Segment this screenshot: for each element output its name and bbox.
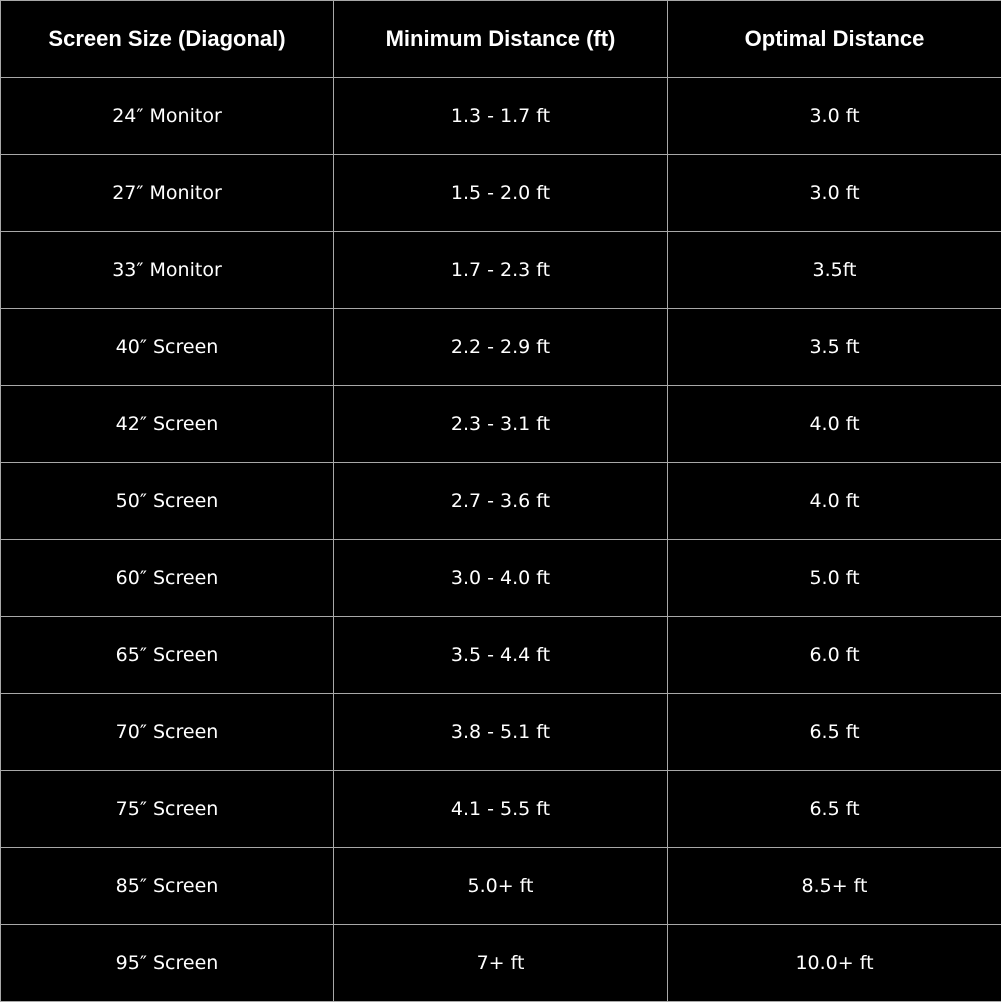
cell-screen-size: 42″ Screen — [1, 386, 334, 463]
cell-minimum-distance: 2.2 - 2.9 ft — [334, 309, 668, 386]
cell-optimal-distance: 6.5 ft — [668, 771, 1001, 848]
cell-minimum-distance: 3.8 - 5.1 ft — [334, 694, 668, 771]
header-minimum-distance: Minimum Distance (ft) — [334, 1, 668, 78]
cell-screen-size: 40″ Screen — [1, 309, 334, 386]
cell-optimal-distance: 4.0 ft — [668, 463, 1001, 540]
cell-screen-size: 65″ Screen — [1, 617, 334, 694]
cell-screen-size: 24″ Monitor — [1, 78, 334, 155]
cell-optimal-distance: 3.0 ft — [668, 78, 1001, 155]
header-optimal-distance: Optimal Distance — [668, 1, 1001, 78]
cell-optimal-distance: 3.5ft — [668, 232, 1001, 309]
cell-minimum-distance: 1.7 - 2.3 ft — [334, 232, 668, 309]
cell-screen-size: 33″ Monitor — [1, 232, 334, 309]
cell-minimum-distance: 3.0 - 4.0 ft — [334, 540, 668, 617]
cell-minimum-distance: 1.3 - 1.7 ft — [334, 78, 668, 155]
cell-optimal-distance: 6.5 ft — [668, 694, 1001, 771]
cell-optimal-distance: 5.0 ft — [668, 540, 1001, 617]
cell-minimum-distance: 2.7 - 3.6 ft — [334, 463, 668, 540]
cell-screen-size: 75″ Screen — [1, 771, 334, 848]
cell-minimum-distance: 4.1 - 5.5 ft — [334, 771, 668, 848]
cell-minimum-distance: 7+ ft — [334, 925, 668, 1002]
cell-optimal-distance: 8.5+ ft — [668, 848, 1001, 925]
header-row: Screen Size (Diagonal) Minimum Distance … — [1, 1, 1001, 78]
cell-screen-size: 50″ Screen — [1, 463, 334, 540]
cell-optimal-distance: 3.0 ft — [668, 155, 1001, 232]
cell-screen-size: 85″ Screen — [1, 848, 334, 925]
cell-minimum-distance: 1.5 - 2.0 ft — [334, 155, 668, 232]
cell-screen-size: 95″ Screen — [1, 925, 334, 1002]
cell-minimum-distance: 2.3 - 3.1 ft — [334, 386, 668, 463]
cell-screen-size: 27″ Monitor — [1, 155, 334, 232]
cell-optimal-distance: 6.0 ft — [668, 617, 1001, 694]
cell-minimum-distance: 3.5 - 4.4 ft — [334, 617, 668, 694]
header-screen-size: Screen Size (Diagonal) — [1, 1, 334, 78]
cell-screen-size: 70″ Screen — [1, 694, 334, 771]
cell-optimal-distance: 3.5 ft — [668, 309, 1001, 386]
cell-screen-size: 60″ Screen — [1, 540, 334, 617]
cell-optimal-distance: 10.0+ ft — [668, 925, 1001, 1002]
cell-minimum-distance: 5.0+ ft — [334, 848, 668, 925]
cell-optimal-distance: 4.0 ft — [668, 386, 1001, 463]
